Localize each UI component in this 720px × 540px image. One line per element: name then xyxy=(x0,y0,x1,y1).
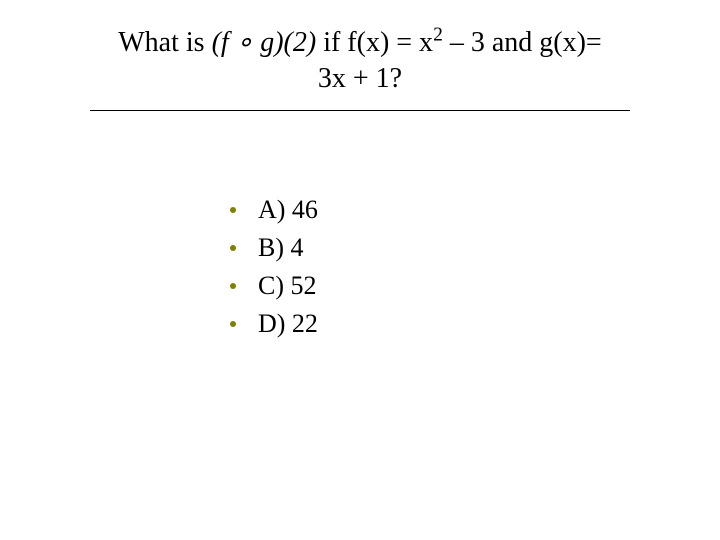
comp-close: )(2) xyxy=(274,27,323,58)
list-item: B) 4 xyxy=(230,233,318,263)
list-item: D) 22 xyxy=(230,309,318,339)
comp-open: ( xyxy=(212,27,221,58)
title-middle: if f(x) = x xyxy=(323,27,433,58)
question-line-2: 3x + 1? xyxy=(90,61,630,97)
option-d: D) 22 xyxy=(258,309,318,339)
comp-symbol: ∘ xyxy=(229,27,261,58)
bullet-icon xyxy=(230,321,236,327)
comp-g: g xyxy=(260,27,274,58)
slide: What is (f ∘ g)(2) if f(x) = x2 – 3 and … xyxy=(0,0,720,540)
option-a: A) 46 xyxy=(258,195,318,225)
comp-f: f xyxy=(221,27,229,58)
answer-options: A) 46 B) 4 C) 52 D) 22 xyxy=(230,195,318,347)
bullet-icon xyxy=(230,207,236,213)
option-b: B) 4 xyxy=(258,233,304,263)
question-title: What is (f ∘ g)(2) if f(x) = x2 – 3 and … xyxy=(90,25,630,111)
list-item: A) 46 xyxy=(230,195,318,225)
option-c: C) 52 xyxy=(258,271,317,301)
question-line-1: What is (f ∘ g)(2) if f(x) = x2 – 3 and … xyxy=(90,25,630,61)
title-after-exp: – 3 and g(x)= xyxy=(443,27,602,58)
list-item: C) 52 xyxy=(230,271,318,301)
title-prefix: What is xyxy=(118,27,211,58)
title-exp: 2 xyxy=(433,25,443,46)
bullet-icon xyxy=(230,283,236,289)
bullet-icon xyxy=(230,245,236,251)
